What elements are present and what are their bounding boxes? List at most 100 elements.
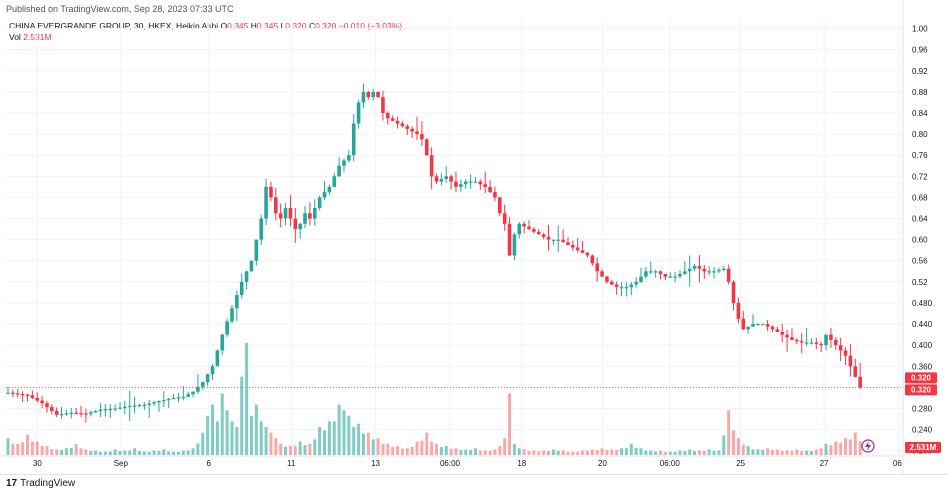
y-tick-label: 0.480 [912,299,933,308]
price-chart[interactable]: 1.00 0.96 0.92 0.88 0.84 0.80 0.76 0.72 0.68 0.64… [0,0,948,474]
volume-bar [400,448,404,455]
volume-bar [245,343,249,455]
candle-body [697,266,702,269]
volume-bar [64,448,68,455]
candle-body [454,181,458,187]
candle-body [288,207,293,219]
volume-bar [517,448,521,455]
candle-body [707,271,711,273]
volume-bar [342,410,346,455]
volume-bar [853,432,857,455]
volume-bar [717,450,721,455]
candle-body [444,176,449,179]
volume-bar [274,438,278,455]
volume-bar [620,448,624,455]
volume-bar [829,445,833,455]
candle-body [571,244,575,248]
candle-body [741,318,746,330]
publish-info: Published on TradingView.com, Sep 28, 20… [6,4,234,14]
candle-body [429,155,434,177]
volume-bar [137,450,141,455]
y-tick-label: 0.56 [912,257,928,266]
candle-body [502,213,507,224]
candle-body [103,409,108,411]
candle-body [200,382,205,387]
volume-bar [736,438,740,455]
candle-body [434,176,439,182]
volume-bar [629,443,633,455]
volume-bar [391,446,395,455]
candle-body [590,255,595,264]
tradingview-logo[interactable]: 17 TradingView [6,478,75,489]
volume-bar [172,451,176,455]
volume-bar [249,415,253,455]
x-tick-label: 18 [517,459,526,468]
candle-body [64,413,69,415]
volume-bar [108,451,112,455]
open-value: 0.345 [227,21,249,31]
candle-body [483,184,487,187]
candle-body [93,410,98,413]
volume-bar [571,451,575,455]
volume-axis-label: 2.531M [910,443,937,452]
volume-bar [16,443,20,455]
candle-body [658,271,663,274]
candle-body [235,295,239,309]
candle-body [843,350,848,356]
candle-body [186,394,190,397]
last-close-badge [905,384,937,396]
candle-body [317,197,322,208]
volume-bar [800,450,804,455]
low-label: L [280,21,286,31]
volume-bar [834,441,838,455]
volume-bar [35,441,39,455]
candle-body [838,345,843,351]
candle-body [790,337,794,340]
y-tick-label: 0.68 [912,193,928,202]
volume-bar [522,449,526,455]
candle-body [833,339,838,346]
candle-body [853,366,858,377]
last-price-badge [905,372,937,384]
volume-bar [230,421,234,455]
volume-bar [103,451,107,455]
y-tick-label: 0.64 [912,215,928,224]
flash-bolt-icon [865,441,871,451]
candle-body [673,276,677,278]
candle-body [580,250,585,253]
volume-bar [678,450,682,455]
volume-badge [905,442,941,453]
candle-body [347,155,351,161]
volume-bar [770,450,774,455]
volume-bar [712,450,716,455]
volume-bar [430,441,434,455]
candle-body [517,223,522,235]
volume-bar [546,450,550,455]
candle-body [50,407,54,411]
candle-body [541,234,546,237]
candle-body [283,207,288,219]
candle-body [858,376,862,388]
candle-body [162,400,166,402]
candle-body [848,355,853,367]
volume-bar [60,450,64,455]
volume-bar [89,450,93,455]
candle-body [69,412,74,414]
candle-body [468,181,473,183]
candle-body [692,266,697,269]
volume-bar [576,451,580,455]
candle-body [814,342,819,344]
candle-body [405,126,410,129]
x-tick-label: 06:00 [660,459,681,468]
candle-body [512,234,517,256]
volume-bar [308,443,312,455]
volume-bar [581,450,585,455]
volume-bar [498,446,502,455]
volume-bar [293,446,297,455]
volume-bar [673,451,677,455]
volume-bar [69,447,73,455]
candle-body [498,197,502,214]
candle-body [449,176,453,182]
volume-bar [590,449,594,455]
candle-body [308,213,312,219]
